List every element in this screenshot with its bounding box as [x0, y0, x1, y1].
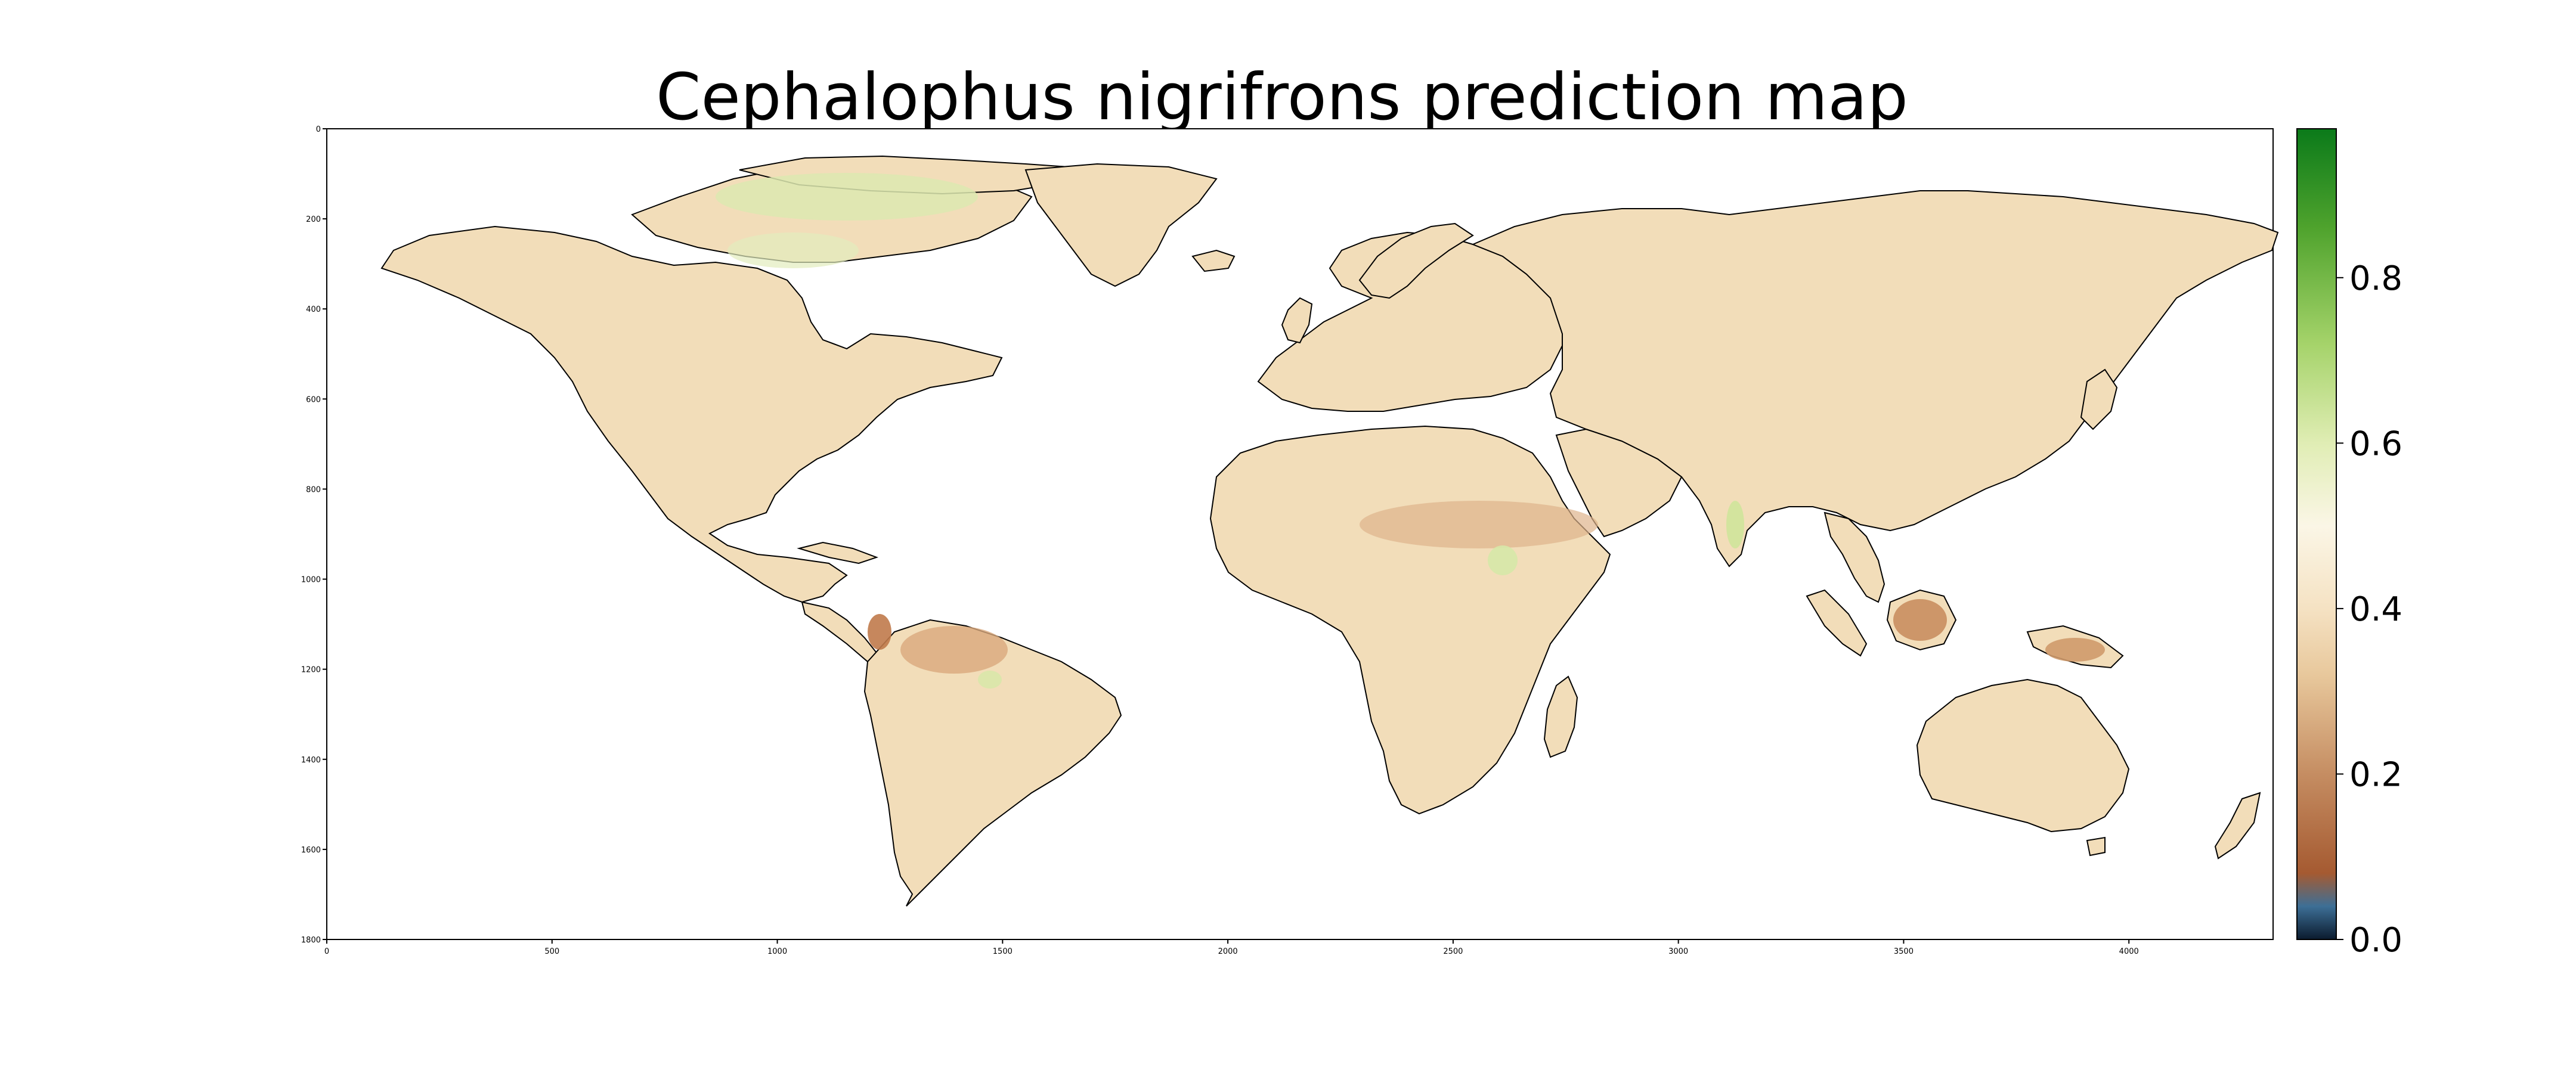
landmass-iceland [1191, 249, 1236, 272]
x-tick-label: 3500 [1894, 947, 1914, 956]
landmass-japan [2080, 368, 2118, 430]
amazon-low-patch [900, 626, 1008, 674]
landmass-caribbean [797, 541, 878, 565]
canada-high-patch [727, 232, 859, 268]
landmass-north-america [380, 225, 1003, 603]
x-tick-label: 1000 [767, 947, 787, 956]
y-tick-label: 800 [306, 485, 321, 494]
y-tick-label: 1400 [301, 756, 321, 765]
y-tick-label: 600 [306, 395, 321, 404]
landmass-greenland [1024, 163, 1218, 287]
low-value-patches [868, 501, 2105, 674]
colorbar-tick-label: 0.8 [2349, 259, 2402, 298]
india-high-patch [1726, 501, 1744, 548]
sahara-low-patch [1360, 501, 1598, 548]
x-tick-label: 1500 [993, 947, 1013, 956]
arctic-high-patch [716, 173, 978, 221]
landmass-new-zealand [2214, 792, 2261, 860]
y-axis-ticks: 0 200 400 600 800 1000 1200 1400 1600 1800 [301, 125, 327, 945]
brazil-high-patch [978, 671, 1002, 689]
map-axes: 0 500 1000 1500 2000 2500 3000 3500 4000 0 200 400… [301, 125, 2279, 956]
x-axis-ticks: 0 500 1000 1500 2000 2500 3000 3500 4000 [324, 939, 2139, 956]
colorbar: 0.0 0.2 0.4 0.6 0.8 [2296, 128, 2402, 960]
landmass-tasmania [2086, 836, 2106, 857]
colorbar-tick-label: 0.4 [2349, 590, 2402, 629]
colorbar-tick-label: 0.6 [2349, 424, 2402, 463]
landmass-south-america [863, 619, 1122, 907]
borneo-low-patch [1893, 599, 1947, 641]
x-tick-label: 4000 [2119, 947, 2139, 956]
y-tick-label: 400 [306, 305, 321, 314]
x-tick-label: 2000 [1218, 947, 1238, 956]
colorbar-tick-label: 0.2 [2349, 755, 2402, 794]
landmass-scandinavia [1358, 222, 1474, 299]
colorbar-tick-label: 0.0 [2349, 921, 2402, 960]
high-value-patches [716, 173, 1744, 689]
colorbar-ticks: 0.0 0.2 0.4 0.6 0.8 [2336, 259, 2402, 960]
colombia-low-patch [868, 614, 891, 650]
landmass-sumatra [1806, 589, 1868, 657]
landmass-indochina [1823, 511, 1885, 603]
landmass-madagascar [1543, 675, 1578, 758]
landmass-australia [1916, 678, 2130, 833]
map-title: Cephalophus nigrifrons prediction map [656, 60, 1908, 135]
east-africa-high-patch [1488, 545, 1518, 575]
y-tick-label: 1000 [301, 576, 321, 585]
y-tick-label: 1800 [301, 936, 321, 945]
landmass-asia [1471, 190, 2279, 567]
y-tick-label: 200 [306, 215, 321, 224]
x-tick-label: 2500 [1443, 947, 1463, 956]
new-guinea-low-patch [2045, 638, 2105, 662]
y-tick-label: 1200 [301, 666, 321, 675]
x-tick-label: 500 [544, 947, 559, 956]
x-tick-label: 3000 [1668, 947, 1688, 956]
y-tick-label: 1600 [301, 846, 321, 855]
landmass-britain [1281, 297, 1313, 344]
colorbar-gradient [2296, 128, 2337, 940]
x-tick-label: 0 [324, 947, 329, 956]
y-tick-label: 0 [316, 125, 321, 134]
